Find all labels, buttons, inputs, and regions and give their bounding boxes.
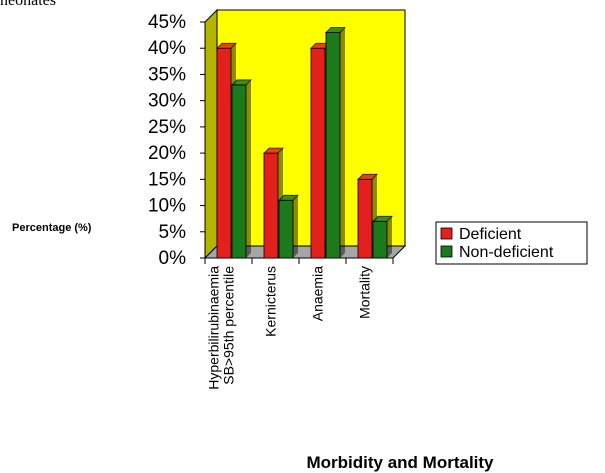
bar-top xyxy=(263,147,284,154)
x-tick-label: Anaemia xyxy=(310,266,326,321)
legend-swatch xyxy=(440,227,453,240)
y-tick-label: 5% xyxy=(159,222,187,243)
bar-non-deficient-2 xyxy=(325,27,346,259)
bar-front xyxy=(263,152,279,259)
legend-label: Deficient xyxy=(459,226,522,243)
bar-series xyxy=(216,27,393,259)
bar-top xyxy=(278,194,299,201)
legend-swatch xyxy=(440,245,453,258)
bar-top xyxy=(372,215,393,222)
y-tick-label: 0% xyxy=(159,248,187,269)
y-axis-title: Percentage (%) xyxy=(12,222,92,234)
x-tick-label: HyperbilirubinaemiaSB>95th percentile xyxy=(206,266,237,390)
side-wall xyxy=(204,8,218,260)
y-tick-label: 40% xyxy=(148,38,186,59)
x-axis-title: Morbidity and Mortality xyxy=(307,453,495,472)
y-tick-label: 20% xyxy=(148,143,186,164)
bar-front xyxy=(357,178,373,259)
x-tick-label: Kernicterus xyxy=(263,266,279,337)
y-tick-label: 10% xyxy=(148,196,186,217)
y-tick-label: 30% xyxy=(148,91,186,112)
bar-side xyxy=(387,216,392,258)
x-tick-label-line: Kernicterus xyxy=(263,266,279,337)
bar-front xyxy=(372,220,388,259)
bar-non-deficient-3 xyxy=(372,215,393,259)
x-tick-label-line: SB>95th percentile xyxy=(221,266,237,385)
bar-non-deficient-0 xyxy=(231,79,252,259)
bar-front xyxy=(278,199,294,259)
bar-side xyxy=(293,195,298,258)
x-tick-label-line: Anaemia xyxy=(310,266,326,321)
legend-label: Non-deficient xyxy=(459,244,554,261)
legend-box xyxy=(435,221,588,265)
x-tick-label: Mortality xyxy=(357,266,373,319)
bar-non-deficient-1 xyxy=(278,194,299,259)
caption-fragment: neonates xyxy=(0,0,56,9)
y-tick-label: 35% xyxy=(148,64,186,85)
bar-top xyxy=(325,27,346,33)
x-tick-label-line: Hyperbilirubinaemia xyxy=(206,266,222,390)
bar-front xyxy=(310,47,326,259)
bar-side xyxy=(340,27,345,258)
bar-top xyxy=(216,42,237,49)
x-tick-label-line: Mortality xyxy=(357,266,373,319)
y-tick-label: 15% xyxy=(148,169,186,190)
bar-front xyxy=(216,47,232,259)
y-tick-label: 45% xyxy=(148,12,186,33)
y-axis-ticks: 0% 5% 10% 15% 20% 25% 30% 35% 40% 45% xyxy=(148,12,394,269)
bar-front xyxy=(231,84,247,259)
bar-side xyxy=(246,79,251,258)
x-axis-categories: HyperbilirubinaemiaSB>95th percentile Ker… xyxy=(206,266,373,390)
bar-top xyxy=(231,79,252,86)
bar-front xyxy=(325,32,341,259)
y-tick-label: 25% xyxy=(148,117,186,138)
bar-top xyxy=(357,173,378,180)
